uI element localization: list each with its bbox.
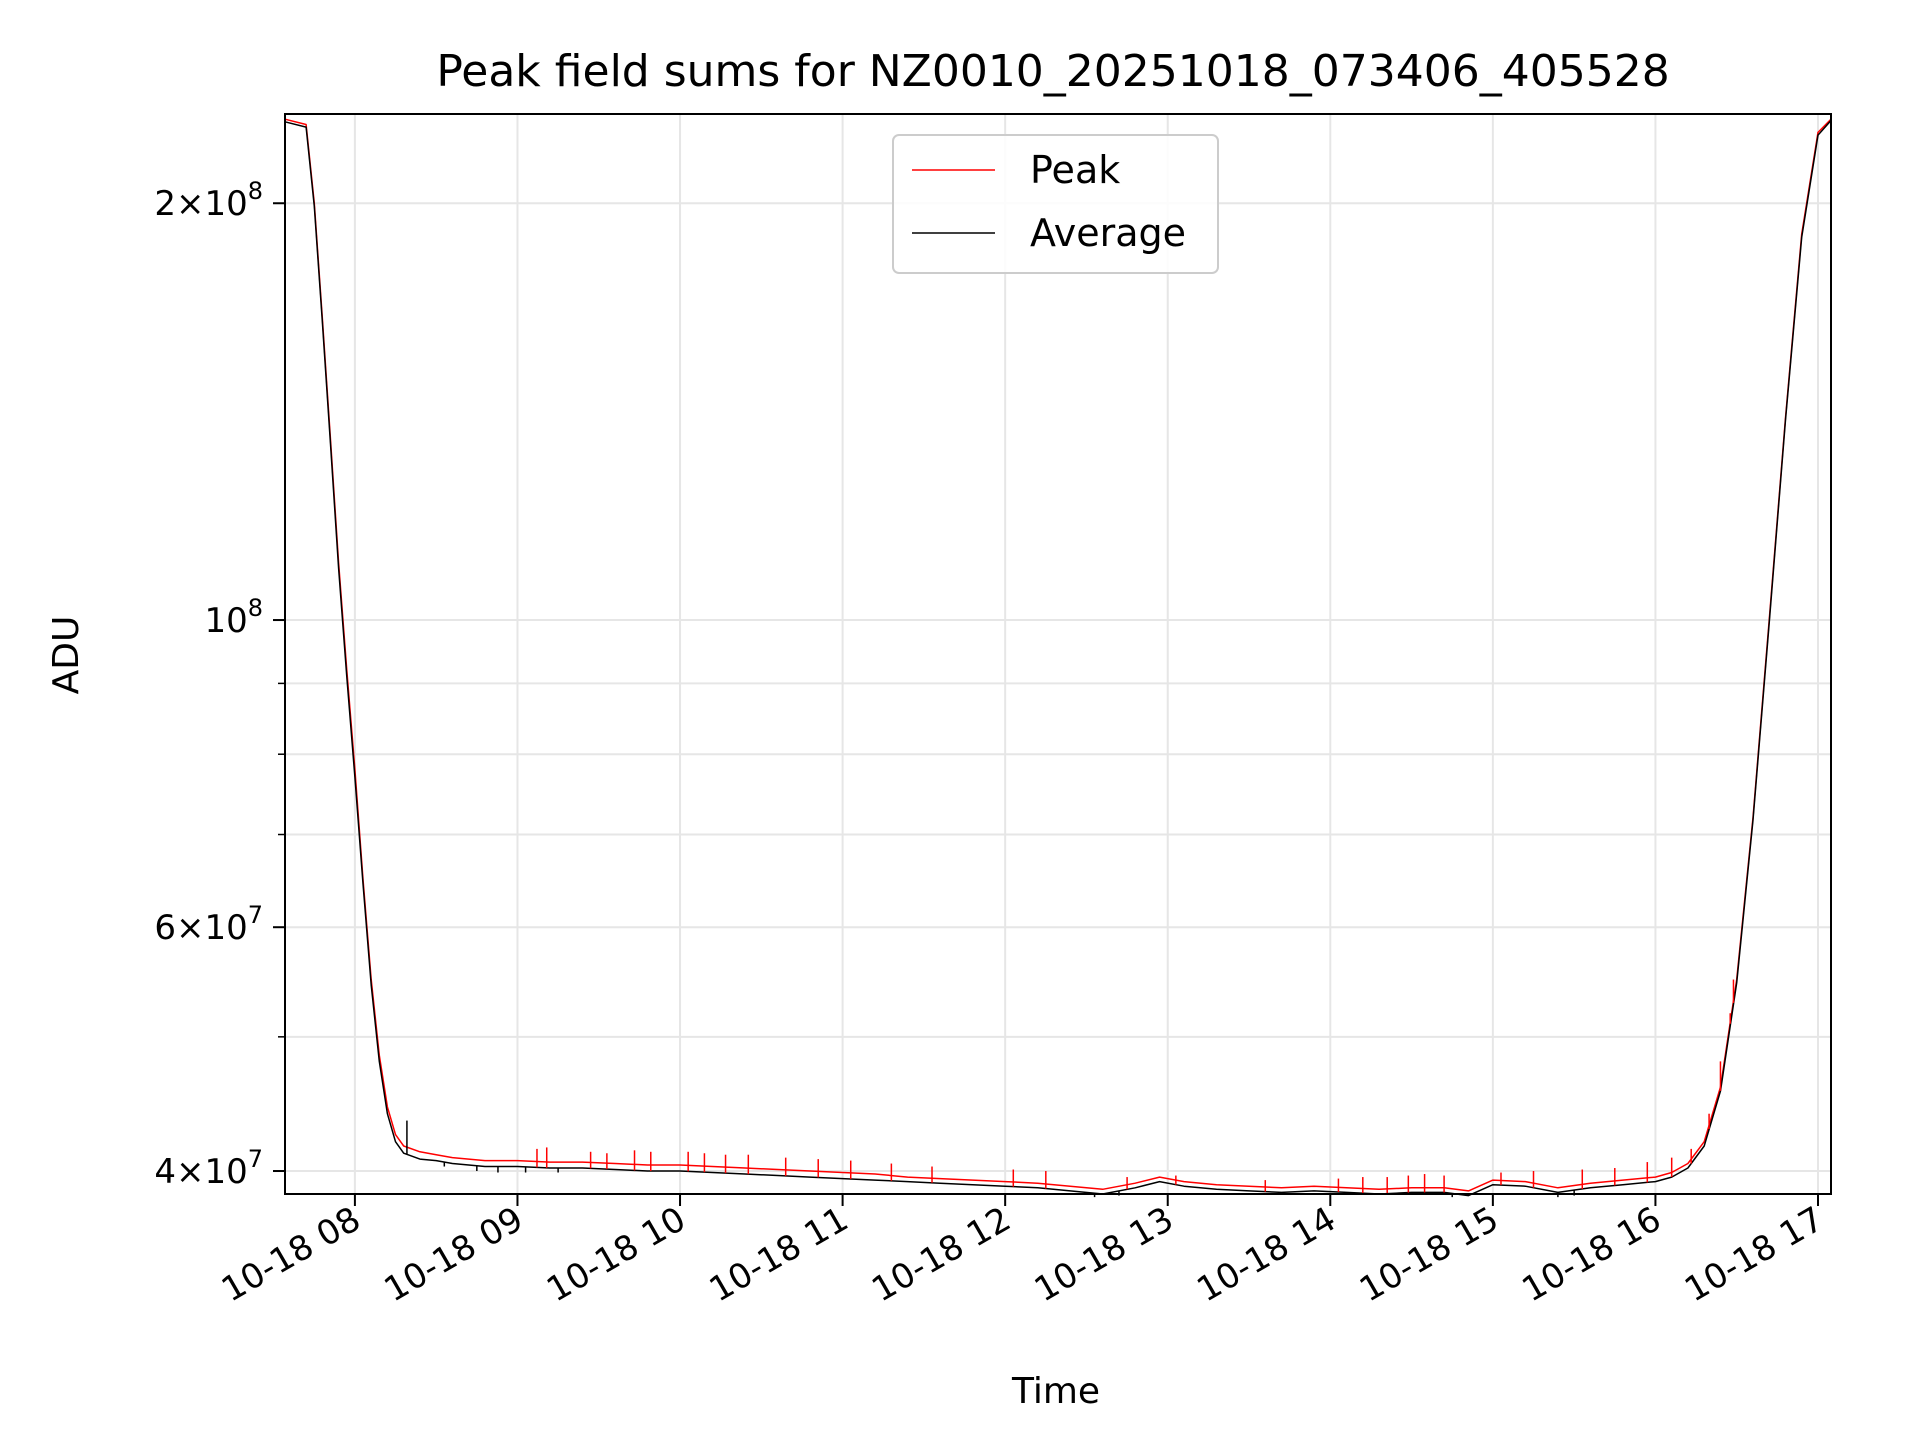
average-line	[284, 120, 1832, 1197]
y-axis-label: ADU	[46, 616, 87, 695]
y-tick-label: 2×108	[154, 177, 263, 224]
legend: Peak Average	[892, 134, 1219, 274]
y-tick-label: 4×107	[154, 1145, 263, 1192]
legend-average-label: Average	[1030, 211, 1186, 255]
plot-series	[284, 118, 1832, 1198]
legend-peak-label: Peak	[1030, 148, 1120, 192]
peak-line	[284, 118, 1832, 1192]
y-tick-label: 108	[204, 594, 263, 641]
chart-title: Peak field sums for NZ0010_20251018_0734…	[436, 46, 1669, 97]
x-axis-label: Time	[1011, 1371, 1100, 1412]
plot-frame	[284, 113, 1832, 1195]
y-tick-label: 6×107	[154, 901, 263, 948]
